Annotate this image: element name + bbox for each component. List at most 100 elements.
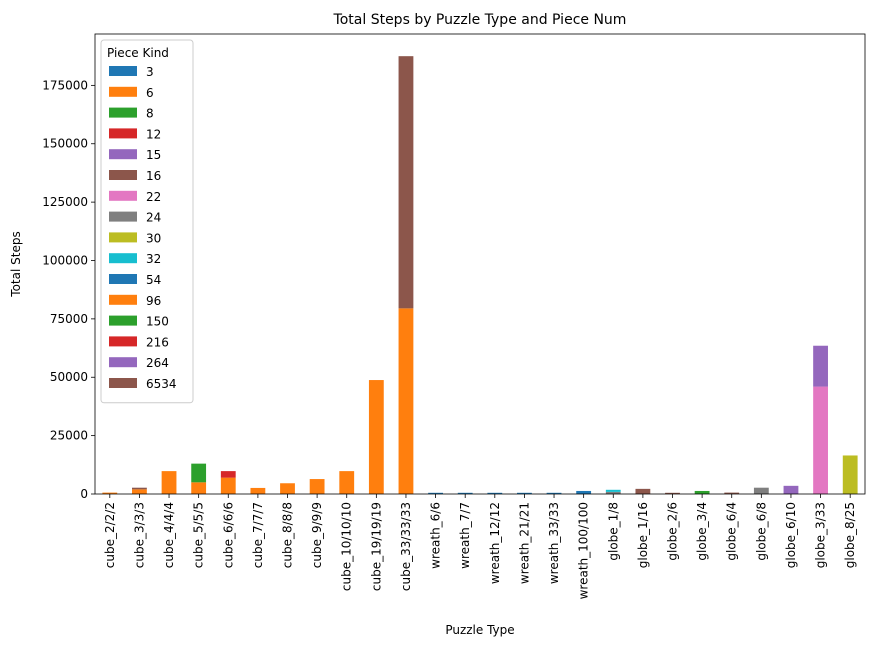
legend-label: 22 (146, 190, 161, 204)
x-tick-label: cube_10/10/10 (340, 502, 354, 591)
bar-segment-cube-33-33-33-piece-6534 (398, 56, 414, 309)
legend-label: 15 (146, 148, 161, 162)
y-tick-label: 0 (80, 487, 88, 501)
legend-swatch (109, 315, 137, 326)
legend-label: 6534 (146, 377, 177, 391)
legend-label: 6 (146, 86, 154, 100)
bar-segment-cube-4-4-4-piece-6 (161, 471, 177, 494)
legend-swatch (109, 336, 137, 347)
chart-title: Total Steps by Puzzle Type and Piece Num (333, 12, 627, 28)
legend-label: 8 (146, 107, 154, 121)
legend-swatch (109, 66, 137, 76)
y-tick-label: 50000 (50, 370, 88, 384)
legend-label: 150 (146, 315, 169, 329)
legend-swatch (109, 274, 137, 284)
bar-segment-globe-3-4-piece-150 (694, 490, 710, 494)
legend-swatch (109, 149, 137, 160)
x-tick-label: cube_9/9/9 (310, 502, 324, 568)
plot-frame (94, 33, 866, 495)
x-tick-label: globe_6/4 (725, 502, 739, 561)
bar-segment-cube-33-33-33-piece-6 (398, 308, 414, 494)
bar-segment-wreath-7-7-piece-3 (457, 492, 473, 494)
bar-segment-globe-3-33-piece-264 (813, 345, 828, 387)
legend-label: 54 (146, 273, 161, 287)
x-tick-label: cube_33/33/33 (399, 502, 413, 591)
bar-segment-globe-3-33-piece-22 (813, 386, 828, 494)
legend-swatch (109, 357, 137, 368)
x-tick-label: wreath_21/21 (517, 502, 531, 584)
y-tick-label: 75000 (50, 312, 88, 326)
bar-segment-globe-8-25-piece-30 (842, 455, 858, 494)
bar-segment-cube-7-7-7-piece-6 (250, 487, 266, 494)
x-tick-label: cube_8/8/8 (281, 502, 295, 568)
y-tick-label: 125000 (42, 195, 88, 209)
bar-segment-cube-2-2-2-piece-6 (102, 492, 118, 494)
legend-swatch (109, 294, 137, 305)
legend: Piece Kind 3 6 8 12 15 16 22 24 30 32 54 96 150 216 264… (100, 39, 194, 404)
x-tick-label: cube_2/2/2 (103, 502, 117, 568)
x-tick-label: cube_6/6/6 (221, 502, 235, 568)
legend-swatch (109, 211, 137, 222)
legend-label: 96 (146, 294, 161, 308)
legend-swatch (109, 190, 137, 201)
x-tick-label: globe_6/10 (784, 502, 798, 568)
bar-segment-wreath-33-33-piece-3 (546, 492, 562, 494)
legend-swatch (109, 107, 137, 118)
bar-segment-cube-19-19-19-piece-6 (368, 380, 384, 494)
bar-segment-globe-1-8-piece-24 (605, 491, 621, 494)
bar-segment-wreath-100-100-piece-54 (576, 490, 592, 494)
bar-segment-globe-6-8-piece-24 (753, 487, 769, 494)
legend-label: 264 (146, 356, 169, 370)
bar-segment-wreath-6-6-piece-3 (428, 492, 443, 494)
legend-swatch (109, 378, 137, 388)
legend-swatch (109, 86, 137, 97)
bar-segment-cube-6-6-6-piece-6 (220, 477, 236, 494)
x-tick-label: globe_2/6 (666, 502, 680, 561)
legend-label: 24 (146, 211, 161, 225)
bar-segment-cube-10-10-10-piece-6 (339, 471, 355, 494)
x-tick-label: cube_7/7/7 (251, 502, 265, 568)
x-tick-label: cube_4/4/4 (162, 502, 176, 568)
bar-segment-wreath-21-21-piece-3 (517, 492, 532, 494)
x-tick-label: globe_8/25 (843, 502, 857, 568)
bar-segment-globe-6-10-piece-264 (783, 485, 799, 494)
bars-layer (102, 56, 858, 494)
legend-label: 32 (146, 252, 161, 266)
y-axis-label: Total Steps (9, 231, 23, 297)
bar-segment-wreath-12-12-piece-3 (487, 492, 503, 494)
x-tick-label: wreath_12/12 (488, 502, 502, 584)
bar-segment-cube-8-8-8-piece-6 (280, 483, 295, 494)
x-tick-label: cube_5/5/5 (192, 502, 206, 568)
x-tick-label: wreath_6/6 (429, 502, 443, 569)
y-tick-label: 25000 (50, 429, 88, 443)
y-axis: 0 25000 50000 75000 100000 125000 150000 175000 (42, 78, 95, 501)
x-tick-label: wreath_7/7 (458, 502, 472, 569)
legend-swatch (109, 253, 137, 264)
bar-segment-cube-9-9-9-piece-6 (309, 479, 325, 494)
y-tick-label: 100000 (42, 253, 88, 267)
legend-title: Piece Kind (107, 46, 169, 60)
bar-segment-cube-3-3-3-piece-6 (132, 489, 147, 494)
x-axis-label: Puzzle Type (445, 623, 514, 637)
x-tick-label: globe_6/8 (754, 502, 768, 561)
x-tick-label: cube_19/19/19 (369, 502, 383, 591)
bar-segment-globe-1-16-piece-16 (635, 488, 651, 494)
bar-segment-globe-6-4-piece-16 (724, 492, 740, 494)
x-tick-label: globe_3/33 (814, 502, 828, 568)
y-tick-label: 150000 (42, 137, 88, 151)
x-tick-label: wreath_100/100 (577, 502, 591, 599)
legend-label: 12 (146, 127, 161, 141)
legend-label: 3 (146, 65, 154, 79)
x-axis: cube_2/2/2 cube_3/3/3 cube_4/4/4 cube_5/5/5… (103, 494, 857, 599)
y-tick-label: 175000 (42, 78, 88, 92)
bar-segment-cube-5-5-5-piece-6 (191, 482, 207, 494)
x-tick-label: cube_3/3/3 (132, 502, 146, 568)
bar-segment-cube-6-6-6-piece-12 (220, 471, 236, 478)
x-tick-label: globe_3/4 (695, 502, 709, 561)
bar-segment-cube-5-5-5-piece-8 (191, 463, 207, 483)
x-tick-label: globe_1/16 (636, 502, 650, 568)
legend-label: 216 (146, 335, 169, 349)
legend-swatch (109, 170, 137, 180)
bar-segment-globe-1-8-piece-32 (605, 489, 621, 492)
